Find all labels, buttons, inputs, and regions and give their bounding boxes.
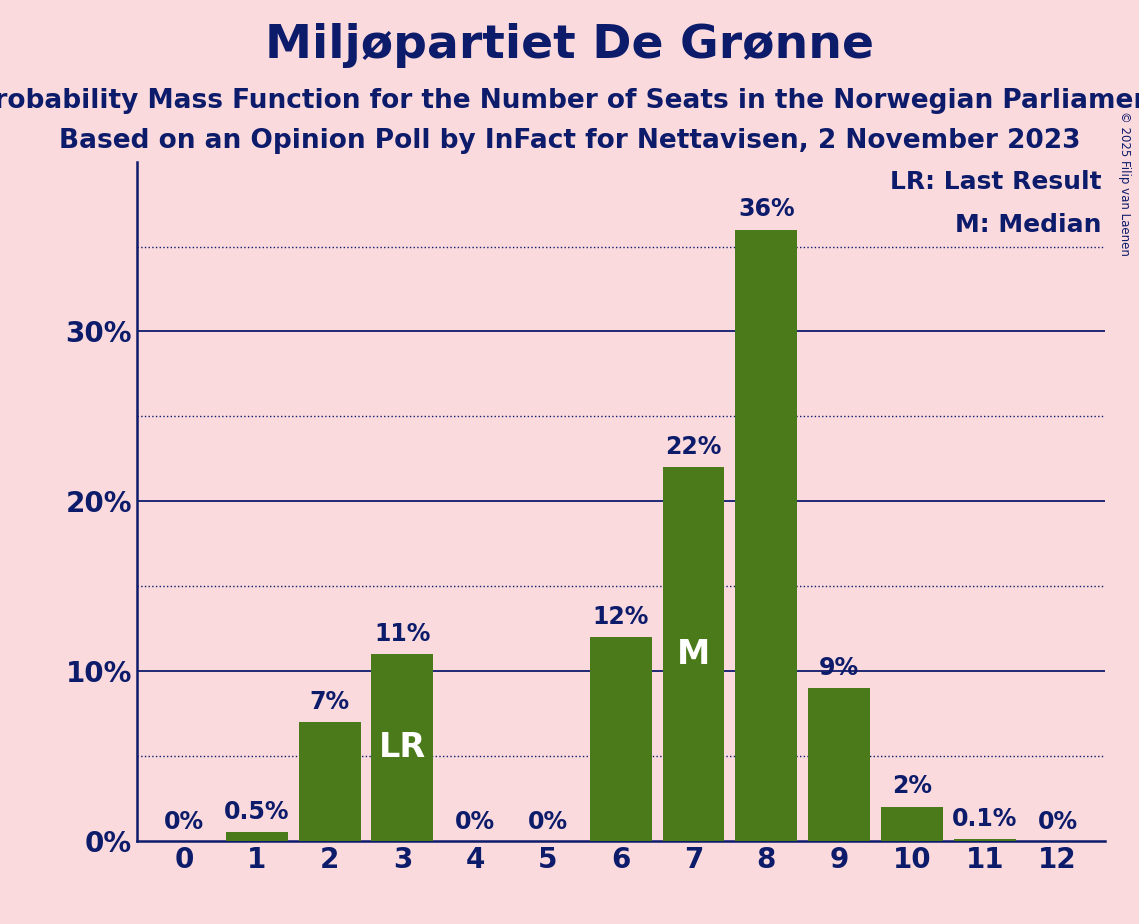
Text: 22%: 22% <box>665 435 722 459</box>
Text: LR: Last Result: LR: Last Result <box>890 170 1101 194</box>
Text: 0%: 0% <box>527 810 568 834</box>
Text: 36%: 36% <box>738 197 795 221</box>
Text: 9%: 9% <box>819 655 859 679</box>
Text: 0%: 0% <box>164 810 204 834</box>
Bar <box>736 230 797 841</box>
Bar <box>663 468 724 841</box>
Bar <box>809 688 870 841</box>
Text: Based on an Opinion Poll by InFact for Nettavisen, 2 November 2023: Based on an Opinion Poll by InFact for N… <box>59 128 1080 153</box>
Text: LR: LR <box>379 731 426 764</box>
Text: M: Median: M: Median <box>954 213 1101 237</box>
Text: M: M <box>677 638 711 671</box>
Text: Probability Mass Function for the Number of Seats in the Norwegian Parliament: Probability Mass Function for the Number… <box>0 88 1139 114</box>
Bar <box>953 839 1016 841</box>
Text: 7%: 7% <box>310 689 350 713</box>
Text: 0.1%: 0.1% <box>952 807 1017 831</box>
Bar <box>226 833 288 841</box>
Text: 12%: 12% <box>592 604 649 628</box>
Text: 0.5%: 0.5% <box>224 800 289 824</box>
Bar <box>371 654 433 841</box>
Text: 0%: 0% <box>456 810 495 834</box>
Text: © 2025 Filip van Laenen: © 2025 Filip van Laenen <box>1118 111 1131 256</box>
Bar <box>880 807 943 841</box>
Text: 11%: 11% <box>375 622 431 646</box>
Bar <box>298 722 361 841</box>
Text: 2%: 2% <box>892 774 932 798</box>
Text: Miljøpartiet De Grønne: Miljøpartiet De Grønne <box>265 23 874 68</box>
Text: 0%: 0% <box>1038 810 1077 834</box>
Bar <box>590 638 652 841</box>
